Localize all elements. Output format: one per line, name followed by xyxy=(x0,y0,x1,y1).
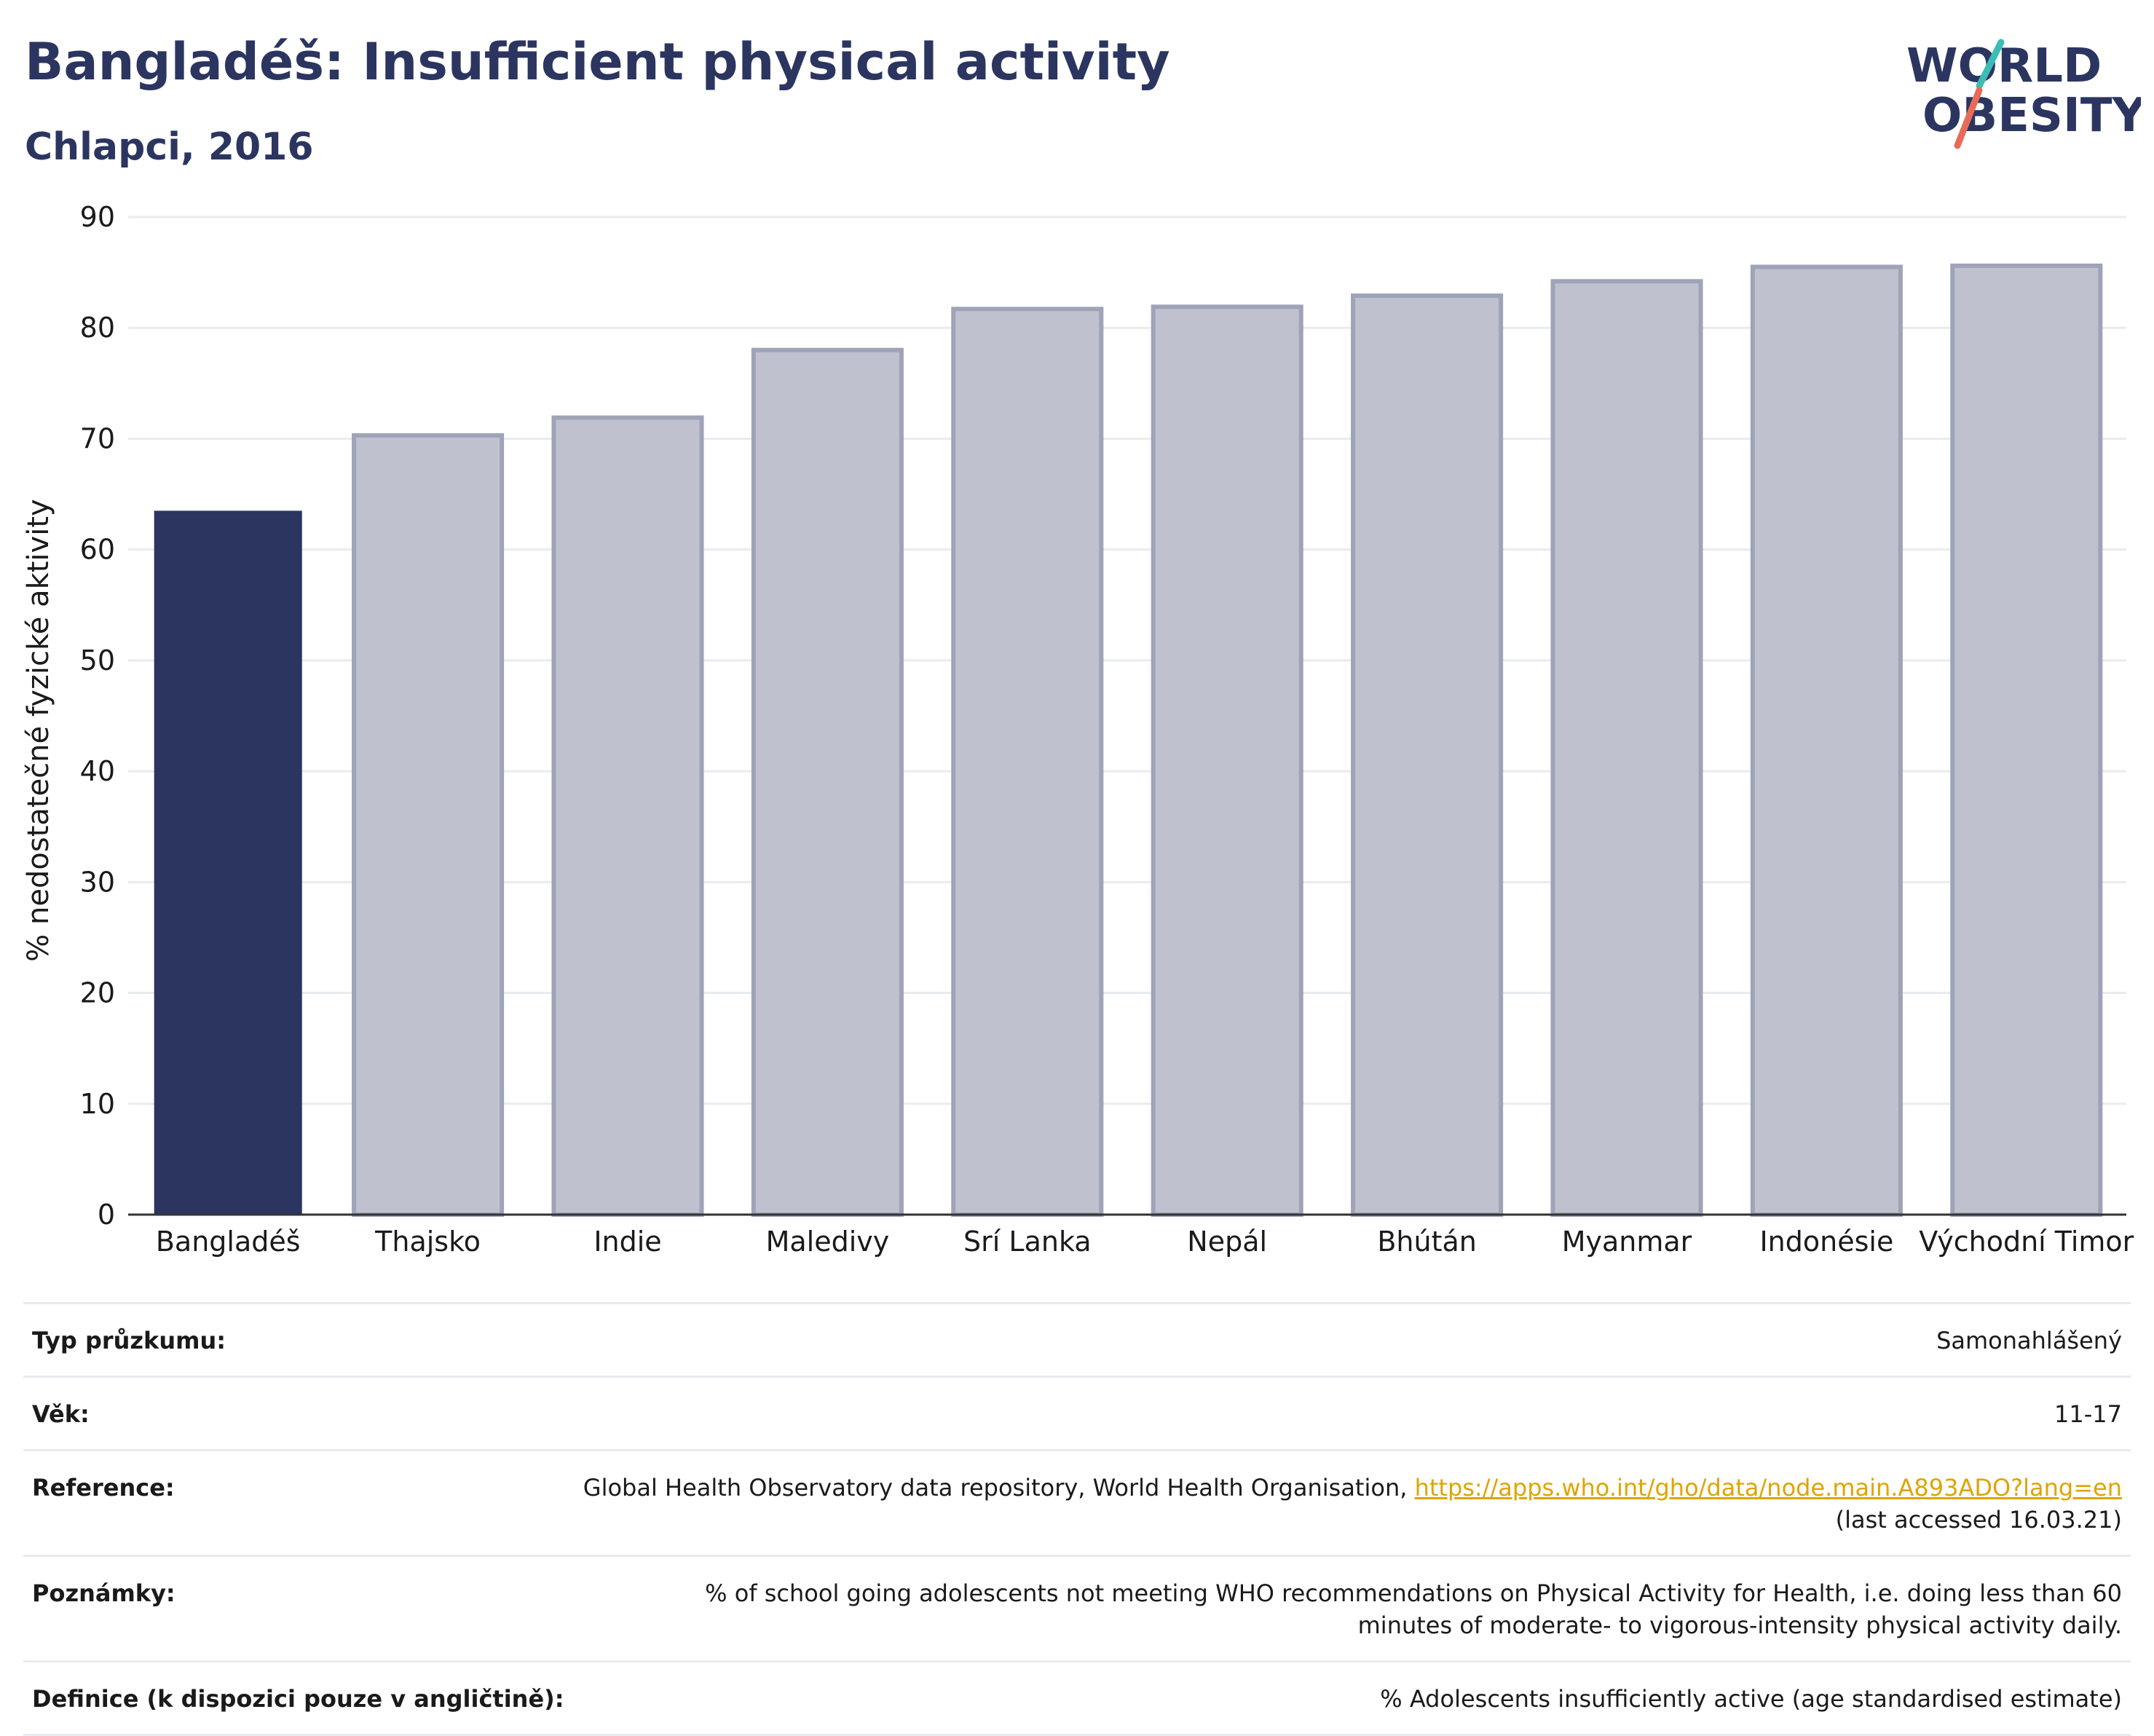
info-value: Samonahlášený xyxy=(1936,1327,2122,1354)
x-tick-label: Thajsko xyxy=(374,1226,481,1258)
reference-accessed: (last accessed 16.03.21) xyxy=(1835,1506,2122,1534)
x-tick-label: Východní Timor xyxy=(1919,1226,2134,1258)
info-row-reference: Reference: Global Health Observatory dat… xyxy=(23,1451,2131,1557)
info-row-survey-type: Typ průzkumu: Samonahlášený xyxy=(23,1304,2131,1378)
reference-text: Global Health Observatory data repositor… xyxy=(583,1474,1415,1502)
bar-6 xyxy=(1351,293,1504,1218)
y-tick-label: 10 xyxy=(80,1088,115,1120)
y-tick-label: 40 xyxy=(80,755,115,787)
logo-text-world: WORLD xyxy=(1906,39,2102,93)
bar-3 xyxy=(751,347,904,1218)
y-tick-label: 60 xyxy=(80,534,115,566)
x-tick-label: Maledivy xyxy=(766,1226,890,1258)
x-tick-label: Nepál xyxy=(1187,1226,1267,1258)
bar-5 xyxy=(1151,304,1303,1217)
bar-7 xyxy=(1550,279,1703,1217)
info-label: Věk: xyxy=(32,1400,90,1428)
info-value: % of school going adolescents not meetin… xyxy=(705,1579,2122,1639)
chart-title: Bangladéš: Insufficient physical activit… xyxy=(25,32,1170,92)
bar-9 xyxy=(1950,263,2103,1217)
info-label: Reference: xyxy=(32,1474,175,1502)
y-tick-label: 30 xyxy=(80,866,115,898)
x-axis-ticks: Bangladéš Thajsko Indie Maledivy Srí Lanka Ne… xyxy=(156,1226,2134,1258)
info-label: Typ průzkumu: xyxy=(32,1327,226,1354)
y-tick-label: 90 xyxy=(80,201,115,233)
bar-chart: 0 10 20 30 40 50 60 70 80 90 Bangladéš Thajsko Indi… xyxy=(22,201,2134,1258)
info-row-notes: Poznámky: % of school going adolescents … xyxy=(23,1557,2131,1662)
bar-4 xyxy=(951,307,1104,1217)
y-tick-label: 70 xyxy=(80,422,115,454)
info-row-age: Věk: 11-17 xyxy=(23,1378,2131,1451)
bar-1 xyxy=(352,433,505,1217)
info-value: Global Health Observatory data repositor… xyxy=(583,1472,2122,1536)
info-row-definition: Definice (k dispozici pouze v angličtině… xyxy=(23,1662,2131,1736)
world-obesity-logo: WORLD OBESITY xyxy=(1906,39,2141,149)
bar-2 xyxy=(551,415,704,1217)
info-value: 11-17 xyxy=(2054,1400,2122,1428)
info-value: % Adolescents insufficiently active (age… xyxy=(1380,1685,2122,1713)
x-tick-label: Indie xyxy=(593,1226,661,1258)
y-tick-label: 80 xyxy=(80,312,115,344)
y-axis-label: % nedostatečné fyzické aktivity xyxy=(22,499,55,961)
bar-8 xyxy=(1750,264,1903,1217)
x-tick-label: Srí Lanka xyxy=(963,1226,1092,1258)
y-axis-ticks: 0 10 20 30 40 50 60 70 80 90 xyxy=(80,201,115,1231)
chart-subtitle: Chlapci, 2016 xyxy=(25,125,314,169)
x-tick-label: Indonésie xyxy=(1759,1226,1893,1258)
reference-link[interactable]: https://apps.who.int/gho/data/node.main.… xyxy=(1414,1474,2122,1502)
info-label: Poznámky: xyxy=(32,1579,175,1607)
y-tick-label: 50 xyxy=(80,644,115,676)
info-table: Typ průzkumu: Samonahlášený Věk: 11-17 R… xyxy=(23,1302,2131,1736)
bars xyxy=(154,263,2103,1218)
x-tick-label: Bhútán xyxy=(1377,1226,1477,1258)
logo-slash-coral xyxy=(1954,87,1983,149)
info-label: Definice (k dispozici pouze v angličtině… xyxy=(32,1685,564,1713)
logo-slash-teal xyxy=(1976,39,2005,90)
y-tick-label: 0 xyxy=(98,1199,115,1231)
bar-0 xyxy=(154,510,302,1215)
y-tick-label: 20 xyxy=(80,977,115,1009)
x-tick-label: Bangladéš xyxy=(156,1226,301,1258)
x-tick-label: Myanmar xyxy=(1562,1226,1692,1258)
